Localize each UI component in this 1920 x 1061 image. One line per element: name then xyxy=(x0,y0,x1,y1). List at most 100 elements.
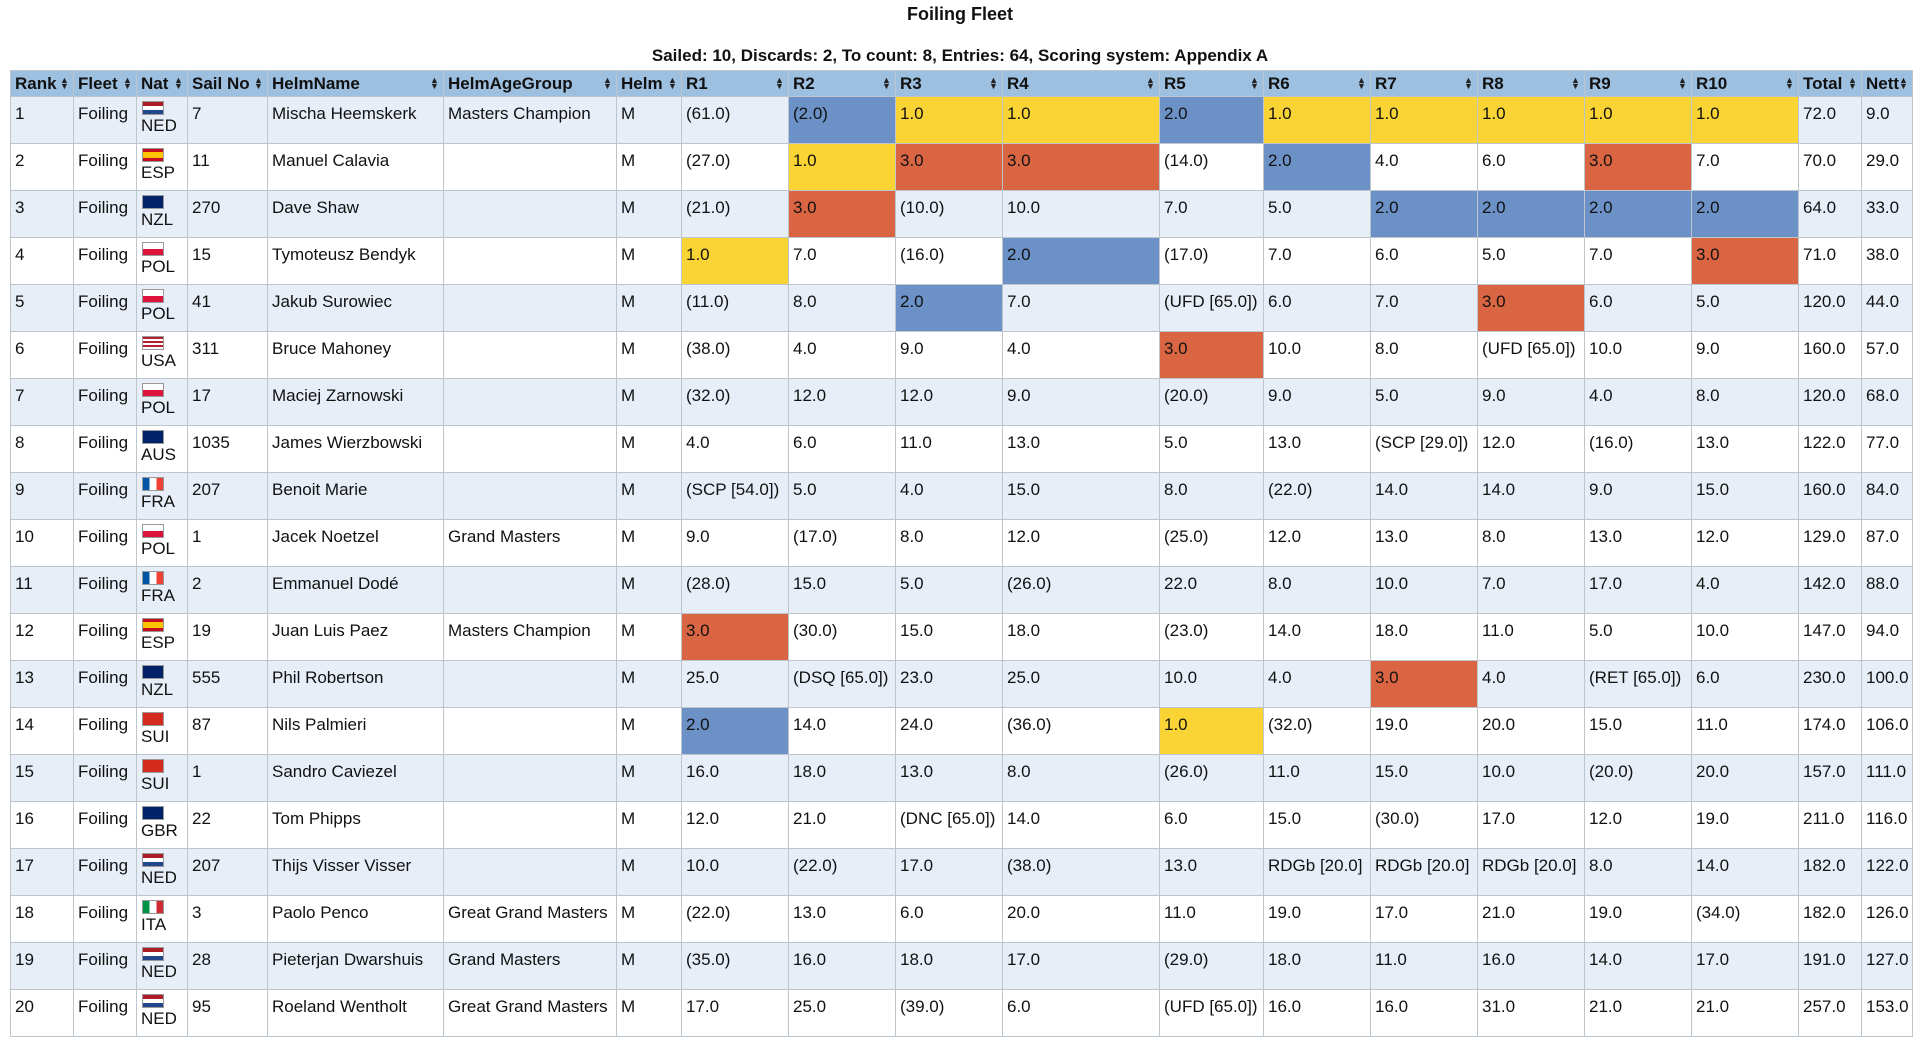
column-header-label: R8 xyxy=(1482,73,1504,93)
rank-cell: 3 xyxy=(10,190,74,238)
sort-icon[interactable]: ▲ ▼ xyxy=(882,75,891,91)
flag-pol-icon xyxy=(142,524,164,538)
column-header-r7[interactable]: R7 ▲ ▼ xyxy=(1370,70,1478,97)
helm-cell: M xyxy=(616,848,682,896)
column-header-label: R4 xyxy=(1007,73,1029,93)
sort-icon[interactable]: ▲ ▼ xyxy=(1464,75,1473,91)
nett-cell: 44.0 xyxy=(1861,284,1913,332)
race-r9-cell: 13.0 xyxy=(1584,519,1692,567)
column-header-total[interactable]: Total ▲ ▼ xyxy=(1798,70,1862,97)
nat-cell: NED xyxy=(136,848,188,896)
nat-cell: POL xyxy=(136,284,188,332)
race-r5-cell: (20.0) xyxy=(1159,378,1264,426)
race-r2-cell: 21.0 xyxy=(788,801,896,849)
nett-cell: 77.0 xyxy=(1861,425,1913,473)
sort-icon[interactable]: ▲ ▼ xyxy=(430,75,439,91)
helm-cell: M xyxy=(616,472,682,520)
column-header-r4[interactable]: R4 ▲ ▼ xyxy=(1002,70,1160,97)
race-r6-cell: 9.0 xyxy=(1263,378,1371,426)
sort-icon[interactable]: ▲ ▼ xyxy=(1146,75,1155,91)
nat-cell: FRA xyxy=(136,472,188,520)
race-r3-cell: 8.0 xyxy=(895,519,1003,567)
race-r7-cell: 1.0 xyxy=(1370,96,1478,144)
column-header-fleet[interactable]: Fleet ▲ ▼ xyxy=(73,70,137,97)
race-r8-cell: 31.0 xyxy=(1477,989,1585,1037)
race-r1-cell: (35.0) xyxy=(681,942,789,990)
nat-cell: USA xyxy=(136,331,188,379)
race-r8-cell: RDGb [20.0] xyxy=(1477,848,1585,896)
race-r7-cell: 13.0 xyxy=(1370,519,1478,567)
table-row: 20 Foiling NED 95 Roeland Wentholt Great Gran… xyxy=(10,989,1913,1037)
rank-cell: 7 xyxy=(10,378,74,426)
race-r4-cell: 12.0 xyxy=(1002,519,1160,567)
column-header-label: HelmAgeGroup xyxy=(448,73,573,93)
sort-icon[interactable]: ▲ ▼ xyxy=(123,75,132,91)
sort-icon[interactable]: ▲ ▼ xyxy=(1848,75,1857,91)
nat-cell: POL xyxy=(136,378,188,426)
sort-icon[interactable]: ▲ ▼ xyxy=(1571,75,1580,91)
sort-icon[interactable]: ▲ ▼ xyxy=(989,75,998,91)
column-header-rank[interactable]: Rank ▲ ▼ xyxy=(10,70,74,97)
race-r5-cell: 2.0 xyxy=(1159,96,1264,144)
race-r10-cell: (34.0) xyxy=(1691,895,1799,943)
column-header-nett[interactable]: Nett ▲ ▼ xyxy=(1861,70,1913,97)
flag-sui-icon xyxy=(142,759,164,773)
column-header-r3[interactable]: R3 ▲ ▼ xyxy=(895,70,1003,97)
race-r2-cell: (2.0) xyxy=(788,96,896,144)
sort-icon[interactable]: ▲ ▼ xyxy=(1785,75,1794,91)
flag-nzl-icon xyxy=(142,195,164,209)
sort-icon[interactable]: ▲ ▼ xyxy=(1357,75,1366,91)
race-r6-cell: 2.0 xyxy=(1263,143,1371,191)
race-r4-cell: 2.0 xyxy=(1002,237,1160,285)
column-header-r5[interactable]: R5 ▲ ▼ xyxy=(1159,70,1264,97)
column-header-r1[interactable]: R1 ▲ ▼ xyxy=(681,70,789,97)
sort-icon[interactable]: ▲ ▼ xyxy=(1678,75,1687,91)
total-cell: 174.0 xyxy=(1798,707,1862,755)
sort-icon[interactable]: ▲ ▼ xyxy=(60,75,69,91)
helm-name-cell: Bruce Mahoney xyxy=(267,331,444,379)
column-header-helmname[interactable]: HelmName ▲ ▼ xyxy=(267,70,444,97)
column-header-nat[interactable]: Nat ▲ ▼ xyxy=(136,70,188,97)
race-r9-cell: 5.0 xyxy=(1584,613,1692,661)
nat-code: POL xyxy=(141,304,176,323)
race-r7-cell: 19.0 xyxy=(1370,707,1478,755)
nett-cell: 126.0 xyxy=(1861,895,1913,943)
sail-no-cell: 3 xyxy=(187,895,268,943)
column-header-r9[interactable]: R9 ▲ ▼ xyxy=(1584,70,1692,97)
column-header-r8[interactable]: R8 ▲ ▼ xyxy=(1477,70,1585,97)
helm-name-cell: Pieterjan Dwarshuis xyxy=(267,942,444,990)
race-r8-cell: 7.0 xyxy=(1477,566,1585,614)
sort-icon[interactable]: ▲ ▼ xyxy=(174,75,183,91)
race-r3-cell: 2.0 xyxy=(895,284,1003,332)
race-r5-cell: (UFD [65.0]) xyxy=(1159,284,1264,332)
race-r3-cell: 15.0 xyxy=(895,613,1003,661)
helm-cell: M xyxy=(616,190,682,238)
helm-cell: M xyxy=(616,237,682,285)
race-r7-cell: 7.0 xyxy=(1370,284,1478,332)
race-r1-cell: (61.0) xyxy=(681,96,789,144)
column-header-helmagegroup[interactable]: HelmAgeGroup ▲ ▼ xyxy=(443,70,617,97)
series-summary: Sailed: 10, Discards: 2, To count: 8, En… xyxy=(651,46,1269,65)
race-r9-cell: 19.0 xyxy=(1584,895,1692,943)
sort-icon[interactable]: ▲ ▼ xyxy=(775,75,784,91)
race-r9-cell: 15.0 xyxy=(1584,707,1692,755)
sort-icon[interactable]: ▲ ▼ xyxy=(1899,75,1908,91)
nett-cell: 127.0 xyxy=(1861,942,1913,990)
column-header-r6[interactable]: R6 ▲ ▼ xyxy=(1263,70,1371,97)
total-cell: 160.0 xyxy=(1798,331,1862,379)
rank-cell: 11 xyxy=(10,566,74,614)
column-header-helm[interactable]: Helm ▲ ▼ xyxy=(616,70,682,97)
helm-age-group-cell xyxy=(443,801,617,849)
column-header-r10[interactable]: R10 ▲ ▼ xyxy=(1691,70,1799,97)
race-r4-cell: 7.0 xyxy=(1002,284,1160,332)
helm-name-cell: Manuel Calavia xyxy=(267,143,444,191)
helm-age-group-cell xyxy=(443,707,617,755)
sort-icon[interactable]: ▲ ▼ xyxy=(603,75,612,91)
nat-code: ITA xyxy=(141,915,167,934)
sail-no-cell: 311 xyxy=(187,331,268,379)
sort-icon[interactable]: ▲ ▼ xyxy=(668,75,677,91)
sort-icon[interactable]: ▲ ▼ xyxy=(254,75,263,91)
column-header-sail-no[interactable]: Sail No ▲ ▼ xyxy=(187,70,268,97)
sort-icon[interactable]: ▲ ▼ xyxy=(1250,75,1259,91)
column-header-r2[interactable]: R2 ▲ ▼ xyxy=(788,70,896,97)
